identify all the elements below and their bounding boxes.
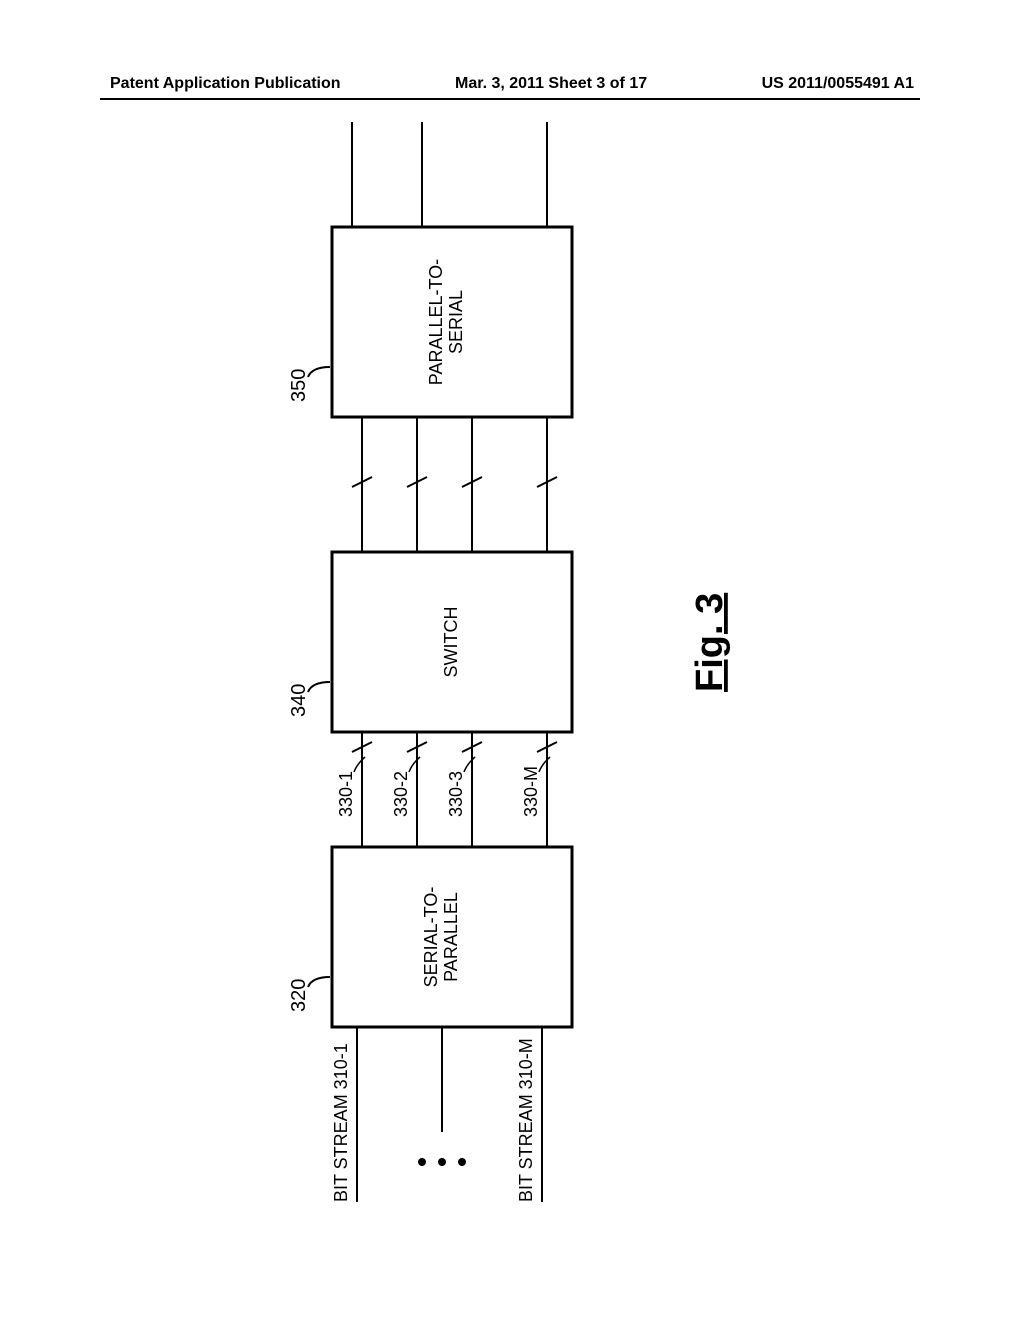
conn-label-3: 330-3 bbox=[446, 771, 466, 817]
header-center: Mar. 3, 2011 Sheet 3 of 17 bbox=[455, 75, 647, 93]
ellipsis-dot-3 bbox=[458, 1158, 466, 1166]
header-left: Patent Application Publication bbox=[110, 75, 341, 93]
ellipsis-dot-1 bbox=[418, 1158, 426, 1166]
figure-label: Fig. 3 bbox=[689, 593, 731, 692]
conn-label-m: 330-M bbox=[521, 766, 541, 817]
bitstream-m-label: BIT STREAM 310-M bbox=[516, 1038, 536, 1202]
conn-label-1: 330-1 bbox=[336, 771, 356, 817]
page-container: Patent Application Publication Mar. 3, 2… bbox=[0, 0, 1024, 1320]
conn-leader-2 bbox=[409, 757, 420, 772]
conn-leader-1 bbox=[354, 757, 365, 772]
label-320: 320 bbox=[288, 979, 310, 1012]
s2p-text-1: SERIAL-TO- bbox=[421, 887, 441, 988]
header-right: US 2011/0055491 A1 bbox=[762, 75, 914, 93]
switch-text: SWITCH bbox=[441, 607, 461, 678]
s2p-text-2: PARALLEL bbox=[441, 892, 461, 982]
label-350: 350 bbox=[288, 369, 310, 402]
leader-320 bbox=[308, 977, 330, 987]
leader-350 bbox=[308, 367, 330, 377]
conn-label-2: 330-2 bbox=[391, 771, 411, 817]
bitstream-1-label: BIT STREAM 310-1 bbox=[331, 1043, 351, 1202]
page-header: Patent Application Publication Mar. 3, 2… bbox=[0, 75, 1024, 93]
block-diagram: BIT STREAM 310-1 BIT STREAM 310-M SERIAL… bbox=[0, 0, 1024, 1320]
p2s-text-1: PARALLEL-TO- bbox=[426, 259, 446, 385]
p2s-text-2: SERIAL bbox=[446, 290, 466, 354]
conn-leader-3 bbox=[464, 757, 475, 772]
ellipsis-dot-2 bbox=[438, 1158, 446, 1166]
leader-340 bbox=[308, 682, 330, 692]
label-340: 340 bbox=[288, 684, 310, 717]
conn-leader-m bbox=[539, 757, 550, 772]
header-divider bbox=[100, 98, 920, 100]
